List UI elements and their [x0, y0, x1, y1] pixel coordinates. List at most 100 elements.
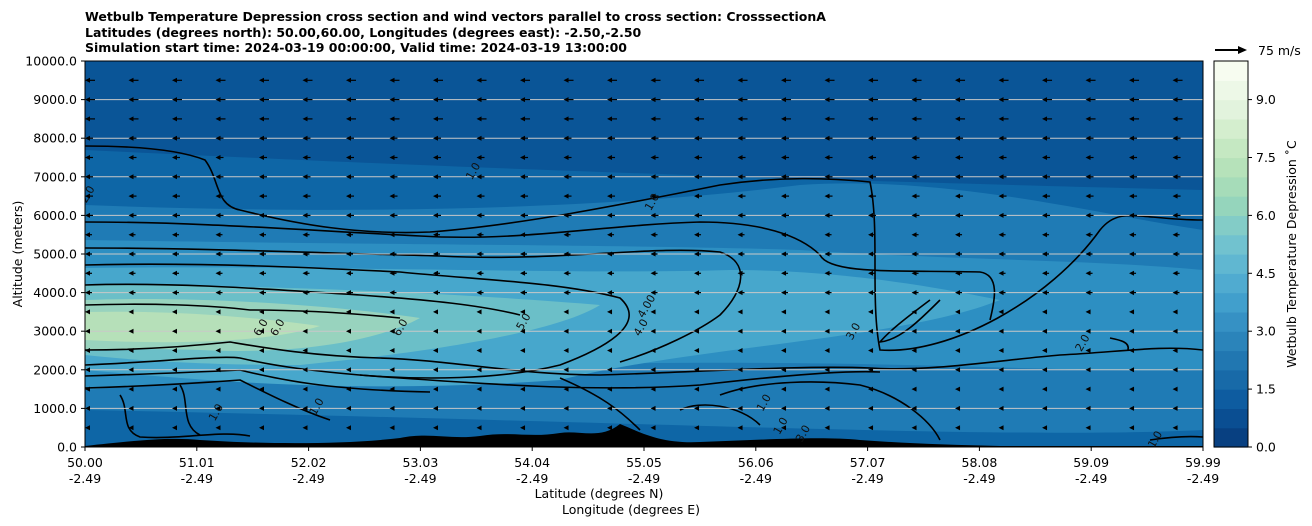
wind-vector-head — [346, 232, 352, 238]
wind-vector-head — [563, 251, 569, 257]
wind-vector-head — [433, 174, 439, 180]
wind-vector-head — [1129, 367, 1135, 373]
wind-vector-head — [737, 348, 743, 353]
wind-vector-head — [650, 309, 656, 315]
y-tick-label: 1000.0 — [33, 401, 77, 416]
wind-vector-head — [650, 135, 656, 141]
wind-vector-head — [998, 116, 1004, 122]
wind-vector-head — [85, 77, 90, 83]
wind-vector-head — [302, 116, 308, 122]
wind-vector-head — [172, 193, 178, 199]
wind-vector-head — [1129, 405, 1135, 411]
wind-vector-head — [172, 270, 178, 276]
wind-vector-head — [389, 425, 395, 431]
wind-vector-head — [737, 77, 743, 83]
wind-vector-head — [128, 290, 134, 296]
x-tick-label-lon: -2.49 — [292, 471, 324, 486]
wind-vector-head — [476, 386, 482, 392]
wind-vector-head — [1172, 193, 1178, 199]
wind-vector-head — [259, 193, 265, 199]
wind-vector-head — [781, 116, 787, 122]
wind-vector-head — [346, 405, 352, 411]
wind-vector-head — [781, 290, 787, 296]
wind-vector-head — [868, 232, 874, 238]
wind-vector-head — [563, 270, 569, 276]
wind-vector-head — [781, 97, 787, 103]
wind-vector-head — [172, 77, 178, 83]
wind-vector-head — [911, 135, 917, 141]
colorbar-segment — [1214, 118, 1248, 139]
wind-vector-head — [998, 425, 1004, 431]
wind-vector-head — [737, 386, 743, 392]
wind-vector-head — [302, 155, 308, 160]
wind-vector-head — [1042, 270, 1048, 276]
wind-vector-head — [607, 290, 613, 296]
wind-vector-head — [85, 251, 90, 257]
wind-vector-head — [607, 212, 613, 218]
wind-vector-head — [781, 155, 787, 160]
wind-vector-head — [1129, 328, 1135, 334]
wind-vector-head — [824, 348, 830, 353]
wind-vector-head — [824, 328, 830, 334]
wind-vector-head — [85, 174, 90, 180]
wind-vector-head — [607, 270, 613, 276]
terrain — [85, 424, 1203, 447]
wind-vector-head — [215, 193, 221, 199]
x-tick-label-lat: 58.08 — [962, 455, 998, 470]
y-tick-label: 5000.0 — [33, 247, 77, 262]
wind-vector-head — [85, 97, 90, 103]
colorbar-tick-label: 0.0 — [1256, 440, 1276, 455]
wind-vector-head — [955, 77, 961, 83]
contour-line — [719, 381, 941, 441]
wind-vector-head — [128, 193, 134, 199]
wind-vector-head — [85, 155, 90, 160]
colorbar-segment — [1214, 157, 1248, 178]
colorbar-segment — [1214, 138, 1248, 159]
wind-vector-head — [607, 328, 613, 334]
wind-vector-head — [563, 116, 569, 122]
colorbar-segment — [1214, 389, 1248, 409]
band-peak-2 — [85, 311, 320, 343]
wind-vector-head — [955, 251, 961, 257]
wind-vector-head — [476, 290, 482, 296]
wind-vector-head — [215, 116, 221, 122]
wind-vector-head — [476, 97, 482, 103]
y-axis-title: Altitude (meters) — [10, 201, 25, 308]
contour-line — [85, 379, 331, 421]
wind-vector-head — [563, 174, 569, 180]
wind-vector-head — [259, 116, 265, 122]
wind-vector-head — [520, 367, 526, 373]
wind-vector-head — [824, 386, 830, 392]
wind-vector-head — [781, 405, 787, 411]
wind-vector-head — [998, 348, 1004, 353]
contour-line — [878, 299, 941, 343]
x-tick-label-lon: -2.49 — [1187, 471, 1219, 486]
wind-vector-head — [302, 251, 308, 257]
wind-vector-head — [259, 328, 265, 334]
y-tick-label: 0.0 — [57, 440, 77, 455]
wind-vector-head — [1042, 328, 1048, 334]
wind-vector-head — [781, 270, 787, 276]
wind-vector-head — [433, 251, 439, 257]
wind-vector-head — [302, 270, 308, 276]
wind-vector-head — [955, 97, 961, 103]
wind-vector-head — [520, 425, 526, 431]
colorbar-tick-label: 6.0 — [1256, 208, 1276, 223]
wind-vector-head — [781, 367, 787, 373]
wind-vector-head — [694, 425, 700, 431]
wind-vector-head — [476, 270, 482, 276]
wind-vector-head — [998, 386, 1004, 392]
wind-vector-head — [824, 77, 830, 83]
wind-vector-head — [1042, 367, 1048, 373]
wind-vector-head — [1129, 155, 1135, 160]
wind-vector-head — [824, 367, 830, 373]
x-axis-title-latitude: Latitude (degrees N) — [535, 486, 664, 501]
wind-vector-head — [346, 386, 352, 392]
wind-vector-head — [694, 212, 700, 218]
wind-vector-head — [607, 135, 613, 141]
wind-vector-head — [1172, 386, 1178, 392]
x-tick-label-lat: 57.07 — [850, 455, 886, 470]
x-tick-label-lon: -2.49 — [740, 471, 772, 486]
wind-vector-head — [868, 290, 874, 296]
wind-vector-head — [85, 116, 90, 122]
